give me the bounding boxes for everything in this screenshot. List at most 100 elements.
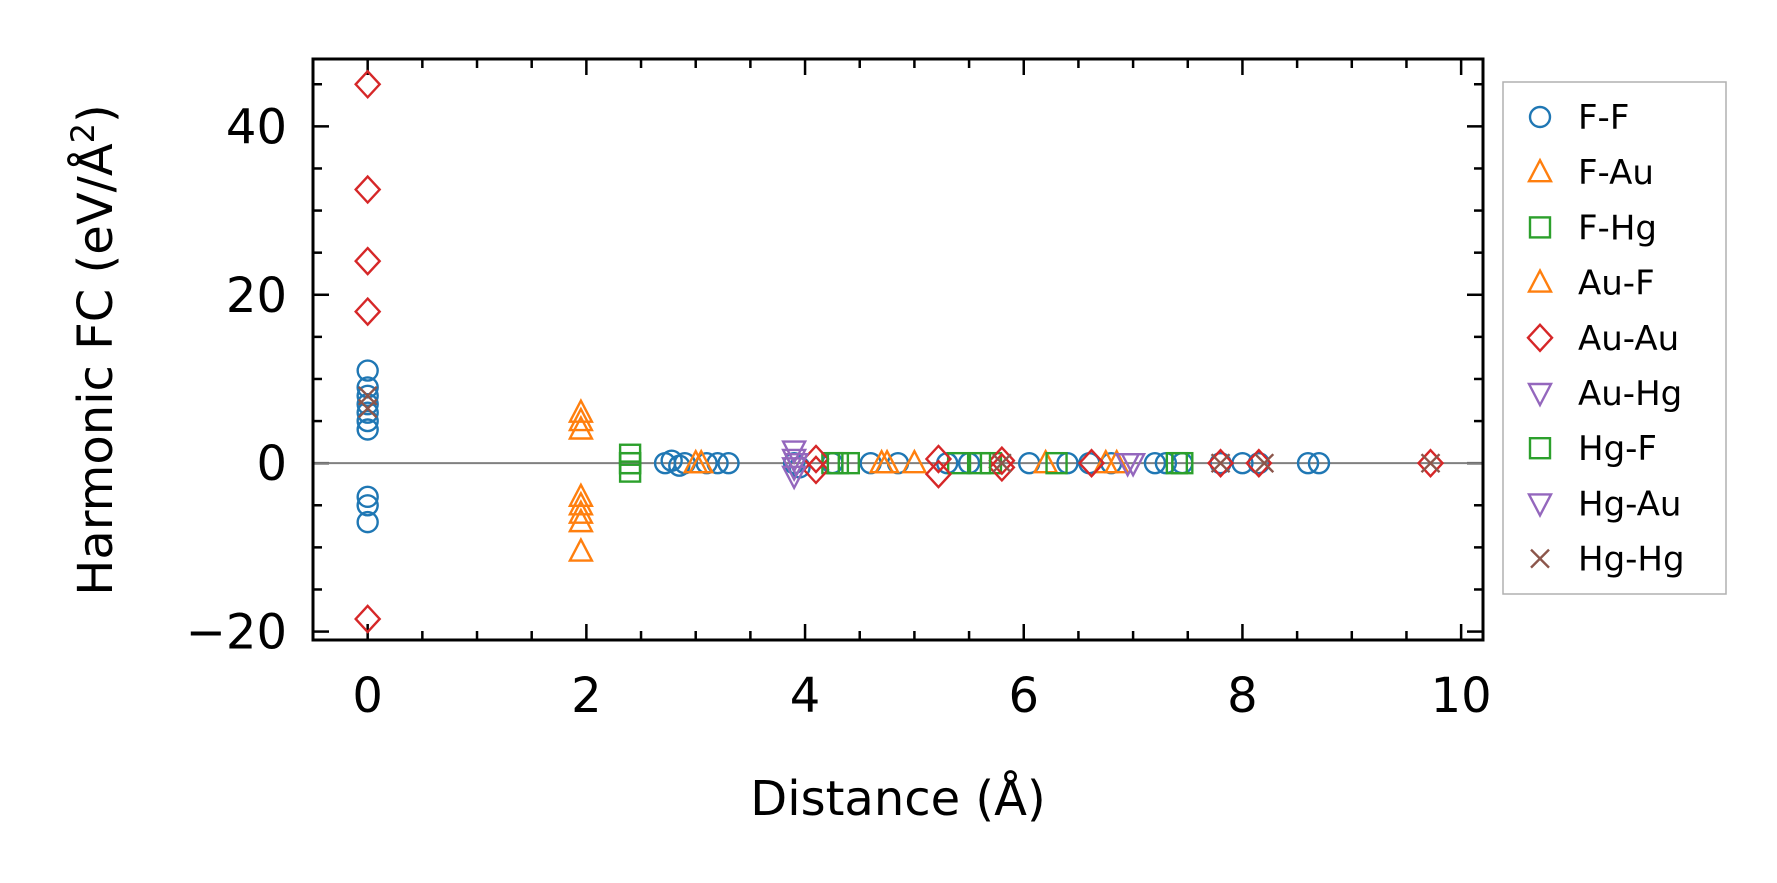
legend-entries: F-F F-Au F-Hg Au-F Au-Au Au-Hg Hg-F Hg-Au Hg-Hg: [1526, 98, 1685, 580]
legend-item-au-hg: Au-Hg: [1527, 374, 1682, 414]
data-point-au-au: [354, 69, 382, 100]
data-point-hg-f: [618, 451, 642, 475]
legend-item-au-au: Au-Au: [1526, 319, 1679, 359]
legend-item-au-f: Au-F: [1527, 264, 1655, 304]
data-point-f-au: [567, 398, 594, 423]
data-point-au-au: [1077, 448, 1106, 478]
data-point-f-f: [356, 485, 379, 509]
legend-box: [1502, 81, 1727, 595]
legend-label: Hg-F: [1578, 429, 1657, 469]
data-point-f-au: [567, 499, 594, 524]
legend-marker-f-au: [1527, 157, 1553, 183]
data-point-hg-f: [968, 451, 992, 475]
data-point-au-hg: [781, 465, 808, 491]
ticks-layer: [313, 59, 1483, 640]
legend-label: Au-Hg: [1578, 374, 1682, 414]
data-point-f-f: [1296, 451, 1320, 475]
data-point-au-au: [988, 452, 1016, 483]
data-point-au-au: [1206, 448, 1235, 478]
series-au-f: [688, 448, 1130, 474]
legend-marker-au-f: [1527, 268, 1553, 293]
data-point-hg-f: [826, 451, 850, 475]
legend-marker-hg-au: [1527, 493, 1553, 518]
data-point-au-au: [1245, 448, 1273, 478]
data-point-f-au: [567, 482, 594, 508]
series-au-au: [354, 69, 1445, 634]
x-tick-label: 0: [352, 668, 383, 724]
y-tick-label: 40: [226, 99, 287, 155]
data-point-au-f: [874, 448, 901, 474]
y-axis-title: Harmonic FC (eV/Å2): [64, 104, 124, 596]
data-point-au-f: [688, 448, 715, 474]
legend-item-hg-au: Hg-Au: [1527, 484, 1681, 524]
data-point-hg-f: [1165, 451, 1189, 475]
data-point-f-au: [567, 414, 594, 440]
series-f-au: [567, 398, 1119, 562]
legend-marker-f-f: [1528, 105, 1552, 129]
data-point-f-au: [567, 406, 594, 432]
x-tick-label: 6: [1008, 668, 1039, 724]
data-point-hg-hg-stroke: [1420, 453, 1441, 474]
data-point-hg-hg-stroke: [1254, 453, 1275, 474]
x-tick-label: 2: [571, 668, 602, 724]
x-tick-label: 8: [1227, 668, 1258, 724]
legend-item-hg-f: Hg-F: [1528, 429, 1657, 469]
data-point-hg-hg: [1254, 453, 1275, 474]
data-point-f-f: [1307, 451, 1331, 475]
points-layer: [354, 69, 1445, 634]
data-point-hg-au: [1120, 452, 1147, 478]
data-point-hg-hg: [1420, 453, 1441, 474]
data-point-au-au: [354, 174, 382, 205]
data-point-f-f: [356, 418, 379, 441]
data-point-au-au: [1416, 448, 1445, 478]
data-point-f-f: [1209, 451, 1232, 475]
legend-label: Au-F: [1578, 264, 1655, 304]
data-point-f-f: [356, 494, 379, 517]
data-point-au-au: [354, 296, 382, 327]
legend-marker-f-hg: [1528, 216, 1552, 239]
legend-label: F-F: [1578, 98, 1629, 138]
plot-frame: [311, 57, 1485, 642]
data-point-hg-hg-stroke: [992, 453, 1012, 474]
y-tick-label: 20: [226, 268, 287, 324]
legend: F-F F-Au F-Hg Au-F Au-Au Au-Hg Hg-F Hg-Au Hg-Hg: [1502, 81, 1727, 595]
legend-label: Hg-Au: [1578, 484, 1681, 524]
legend-label: Hg-Hg: [1578, 540, 1685, 580]
data-point-f-f: [1143, 451, 1167, 475]
legend-label: F-Hg: [1578, 208, 1657, 248]
data-point-au-hg: [781, 440, 808, 466]
data-point-au-au: [924, 444, 953, 474]
data-point-f-f: [717, 451, 740, 475]
legend-label: F-Au: [1578, 153, 1654, 193]
data-point-hg-hg-stroke: [357, 398, 378, 419]
data-point-hg-hg: [1210, 453, 1231, 474]
series-au-hg: [781, 440, 1141, 491]
data-point-f-f: [356, 510, 379, 534]
legend-item-f-hg: F-Hg: [1528, 208, 1657, 248]
data-point-au-au: [354, 604, 382, 634]
data-point-hg-hg: [357, 398, 378, 419]
legend-marker-hg-hg-stroke: [1530, 548, 1550, 569]
legend-marker-hg-f: [1528, 437, 1552, 460]
y-tick-label: 0: [256, 436, 287, 492]
legend-marker-au-au: [1526, 323, 1554, 353]
data-point-au-f: [1103, 448, 1130, 474]
legend-item-f-f: F-F: [1528, 98, 1629, 138]
data-point-f-au: [567, 507, 594, 533]
data-point-f-au: [567, 537, 594, 562]
data-point-au-au: [924, 459, 953, 489]
data-point-f-f: [356, 401, 379, 424]
series-hg-hg: [357, 385, 1441, 474]
data-point-f-f: [356, 359, 379, 382]
legend-label: Au-Au: [1578, 319, 1679, 359]
data-point-f-f: [1247, 451, 1271, 475]
x-axis-title: Distance (Å): [750, 770, 1045, 827]
data-point-au-au: [354, 246, 382, 276]
x-tick-label: 10: [1431, 668, 1492, 724]
data-point-f-hg: [1045, 451, 1068, 475]
x-tick-label: 4: [790, 668, 821, 724]
legend-marker-hg-hg: [1530, 548, 1550, 569]
y-tick-labels: −20 0 20 40: [186, 99, 287, 660]
legend-marker-au-hg: [1527, 382, 1553, 408]
